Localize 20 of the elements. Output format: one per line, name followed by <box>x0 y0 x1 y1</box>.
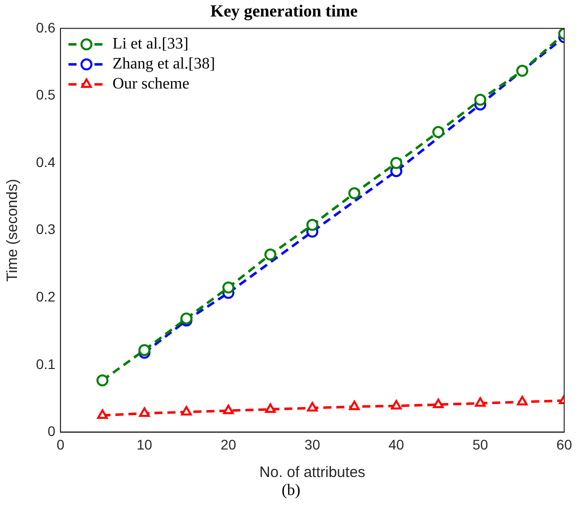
x-tick-label: 20 <box>220 436 236 452</box>
y-tick-label: 0 <box>48 423 56 440</box>
y-tick-label: 0.3 <box>36 221 56 238</box>
y-tick-label: 0.1 <box>36 356 56 372</box>
x-tick-label: 60 <box>556 436 572 452</box>
y-tick-label: 0.4 <box>36 154 56 170</box>
y-tick-label: 0.5 <box>36 86 56 103</box>
legend-label: Zhang et al.[38] <box>112 56 216 73</box>
x-axis-title: No. of attributes <box>259 464 366 482</box>
chart-title: Key generation time <box>210 2 358 21</box>
x-tick-label: 40 <box>388 436 404 452</box>
legend-label: Our scheme <box>112 76 190 93</box>
text: (b) <box>280 482 302 500</box>
x-tick-label: 30 <box>304 436 320 452</box>
x-tick-label: 10 <box>136 436 152 452</box>
y-tick-label: 0.6 <box>36 19 56 36</box>
x-tick-label: 50 <box>472 436 488 452</box>
legend-label: Li et al.[33] <box>112 36 188 53</box>
y-axis-title: Time (seconds) <box>4 178 22 282</box>
y-tick-label: 0.2 <box>36 288 56 304</box>
